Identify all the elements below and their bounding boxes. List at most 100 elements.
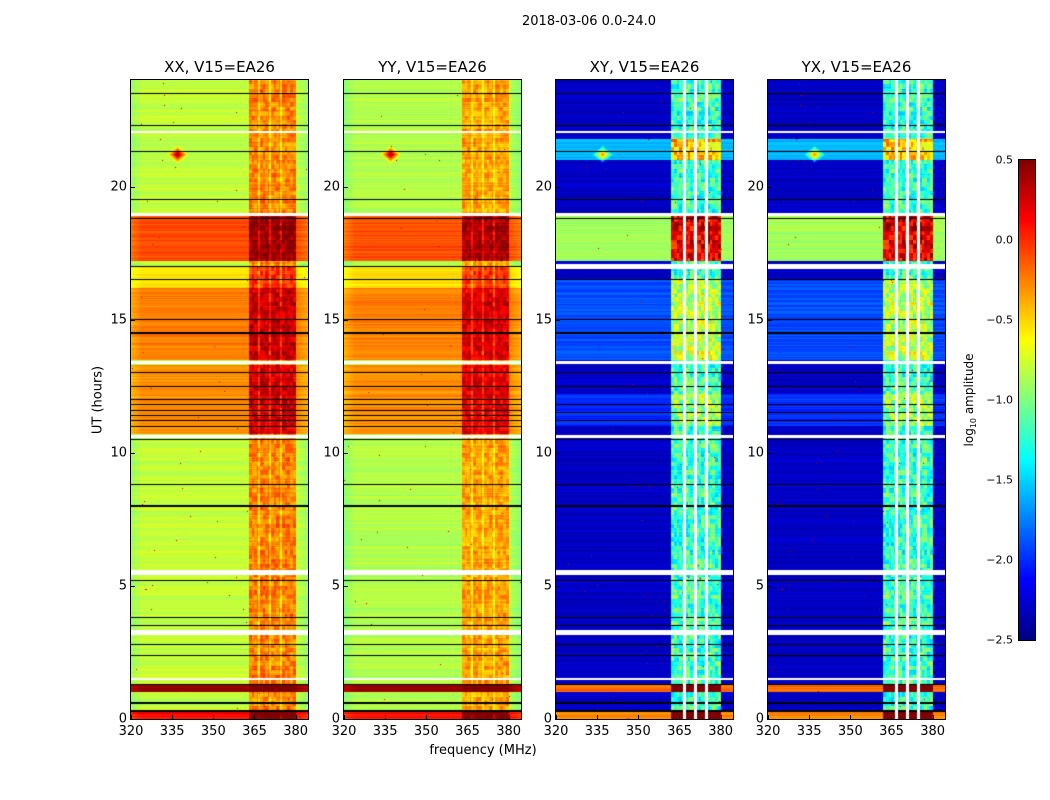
- y-tick-label: 20: [323, 179, 340, 194]
- x-tick-mark: [809, 715, 811, 719]
- y-tick-mark: [556, 585, 560, 587]
- x-tick-mark: [768, 715, 769, 719]
- panel-title: XX, V15=EA26: [164, 58, 275, 76]
- y-tick-label: 15: [110, 312, 127, 328]
- x-tick-label: 335: [372, 724, 398, 739]
- heatmap-image: [131, 80, 308, 719]
- x-tick-mark: [344, 715, 345, 719]
- y-tick-label: 0: [331, 711, 340, 727]
- y-tick-mark: [556, 719, 560, 720]
- y-tick-mark: [131, 452, 135, 454]
- x-axis-label: frequency (MHz): [429, 743, 537, 758]
- colorbar-gradient: [1019, 160, 1035, 640]
- colorbar-label-text: amplitude: [961, 353, 976, 418]
- y-tick-mark: [131, 186, 135, 188]
- heatmap-panel-xy: [555, 79, 734, 720]
- heatmap-panel-yx: [767, 79, 946, 720]
- colorbar-tick-label: −1.5: [986, 473, 1013, 487]
- x-tick-label: 380: [708, 724, 734, 739]
- x-tick-mark: [254, 715, 256, 719]
- colorbar-tick-label: −0.5: [986, 313, 1013, 327]
- y-tick-label: 10: [323, 445, 340, 461]
- y-tick-mark: [344, 452, 348, 454]
- y-tick-label: 10: [535, 445, 552, 461]
- y-tick-mark: [768, 186, 772, 188]
- x-tick-mark: [172, 715, 174, 719]
- y-tick-mark: [344, 585, 348, 587]
- x-tick-label: 320: [331, 724, 357, 739]
- colorbar-tick-label: 0.0: [995, 233, 1014, 247]
- x-tick-label: 365: [242, 724, 267, 739]
- heatmap-panel-yy: [343, 79, 522, 720]
- x-tick-mark: [385, 715, 387, 719]
- x-tick-label: 335: [796, 724, 822, 739]
- y-tick-mark: [768, 452, 772, 454]
- y-tick-label: 10: [110, 445, 127, 461]
- x-tick-mark: [720, 715, 722, 719]
- heatmap-image: [344, 80, 521, 719]
- y-tick-mark: [344, 719, 348, 720]
- x-tick-mark: [131, 715, 132, 719]
- colorbar-label: log10 amplitude: [962, 354, 978, 447]
- panel-title: YY, V15=EA26: [378, 58, 487, 76]
- x-tick-label: 335: [584, 724, 610, 739]
- y-tick-label: 10: [747, 445, 764, 461]
- heatmap-panel-xx: [130, 79, 309, 720]
- x-tick-label: 365: [879, 724, 904, 739]
- panel-title: YX, V15=EA26: [801, 58, 912, 76]
- x-tick-label: 350: [200, 724, 226, 739]
- y-tick-mark: [131, 585, 135, 587]
- x-tick-mark: [679, 715, 681, 719]
- y-tick-mark: [768, 585, 772, 587]
- y-tick-label: 0: [755, 711, 764, 727]
- x-tick-label: 365: [667, 724, 692, 739]
- x-tick-label: 350: [413, 724, 439, 739]
- x-tick-mark: [891, 715, 893, 719]
- x-tick-label: 320: [543, 724, 569, 739]
- x-tick-label: 320: [118, 724, 144, 739]
- panel-title: XY, V15=EA26: [589, 58, 700, 76]
- x-tick-label: 350: [625, 724, 651, 739]
- x-tick-label: 365: [455, 724, 480, 739]
- heatmap-image: [556, 80, 733, 719]
- y-tick-mark: [344, 319, 348, 321]
- x-tick-label: 380: [283, 724, 309, 739]
- x-tick-mark: [638, 715, 640, 719]
- x-tick-mark: [213, 715, 215, 719]
- colorbar-label-sub: 10: [969, 417, 979, 429]
- y-tick-mark: [556, 319, 560, 321]
- y-tick-mark: [768, 719, 772, 720]
- y-tick-label: 5: [331, 578, 340, 594]
- colorbar-tick-label: 0.5: [995, 153, 1014, 167]
- y-tick-mark: [556, 186, 560, 188]
- y-tick-label: 15: [747, 312, 764, 328]
- y-tick-label: 15: [323, 312, 340, 328]
- colorbar-label-log: log: [961, 428, 976, 447]
- y-tick-label: 15: [535, 312, 552, 328]
- x-tick-label: 350: [837, 724, 863, 739]
- y-tick-label: 20: [110, 179, 127, 194]
- x-tick-mark: [508, 715, 510, 719]
- x-tick-mark: [467, 715, 469, 719]
- y-tick-mark: [344, 186, 348, 188]
- y-tick-label: 20: [747, 179, 764, 194]
- y-tick-mark: [556, 452, 560, 454]
- y-tick-label: 5: [755, 578, 764, 594]
- y-tick-mark: [768, 319, 772, 321]
- figure-title: 2018-03-06 0.0-24.0: [522, 14, 656, 29]
- y-tick-label: 20: [535, 179, 552, 194]
- x-tick-label: 320: [755, 724, 781, 739]
- x-tick-label: 335: [159, 724, 185, 739]
- y-tick-mark: [131, 719, 135, 720]
- x-tick-mark: [597, 715, 599, 719]
- y-tick-label: 5: [118, 578, 127, 594]
- x-tick-mark: [556, 715, 557, 719]
- y-tick-label: 0: [543, 711, 552, 727]
- heatmap-image: [768, 80, 945, 719]
- colorbar-tick-label: −1.0: [986, 393, 1013, 407]
- y-tick-label: 0: [118, 711, 127, 727]
- x-tick-label: 380: [496, 724, 522, 739]
- colorbar-tick-label: −2.0: [986, 553, 1013, 567]
- colorbar-tick-label: −2.5: [986, 633, 1013, 647]
